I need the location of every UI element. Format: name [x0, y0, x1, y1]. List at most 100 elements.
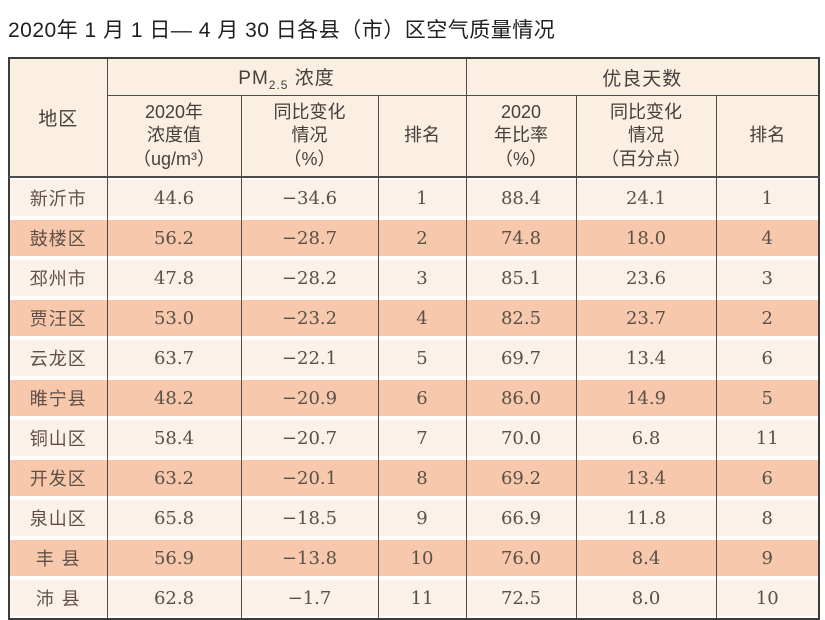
col-header-good-change: 同比变化 情况 （百分点）: [575, 95, 717, 178]
table-row: 鼓楼区 56.2 −28.7 2 74.8 18.0 4: [9, 218, 820, 258]
good-days-rank-cell: 2: [715, 298, 820, 338]
col-group-pm25: PM2.5 浓度: [106, 58, 467, 96]
pm25-value-cell: 53.0: [106, 298, 242, 338]
pm25-rank-cell: 5: [377, 338, 467, 378]
pm25-label-subscript: 2.5: [268, 77, 289, 92]
table-row: 沛 县 62.8 −1.7 11 72.5 8.0 10: [9, 578, 820, 619]
pm25-rank-cell: 7: [377, 418, 467, 458]
col-header-pm25-value: 2020年 浓度值 （ug/m³）: [107, 95, 242, 178]
good-days-ratio-cell: 66.9: [465, 498, 577, 538]
region-cell: 沛 县: [9, 578, 108, 619]
page-title: 2020年 1 月 1 日— 4 月 30 日各县（市）区空气质量情况: [8, 19, 556, 42]
col-header-good-rank: 排名: [715, 95, 820, 178]
table-row: 丰 县 56.9 −13.8 10 76.0 8.4 9: [9, 538, 820, 578]
col-header-pm25-rank: 排名: [377, 95, 467, 178]
good-days-change-cell: 8.0: [575, 578, 717, 619]
region-cell: 邳州市: [9, 258, 108, 298]
good-days-ratio-cell: 69.7: [465, 338, 577, 378]
pm25-rank-cell: 8: [377, 458, 467, 498]
pm25-value-cell: 47.8: [106, 258, 242, 298]
pm25-change-cell: −34.6: [240, 177, 379, 218]
col-header-pm25-change: 同比变化 情况 （%）: [240, 95, 379, 178]
region-cell: 铜山区: [9, 418, 108, 458]
table-row: 开发区 63.2 −20.1 8 69.2 13.4 6: [9, 458, 820, 498]
good-days-ratio-cell: 72.5: [465, 578, 577, 619]
col-header-good-ratio: 2020 年比率 （%）: [465, 95, 577, 178]
good-days-rank-cell: 1: [715, 177, 820, 218]
good-days-change-cell: 23.7: [575, 298, 717, 338]
table-row: 新沂市 44.6 −34.6 1 88.4 24.1 1: [9, 177, 820, 218]
pm25-value-cell: 65.8: [106, 498, 242, 538]
region-cell: 云龙区: [9, 338, 108, 378]
pm25-label-rest: 浓度: [288, 67, 335, 89]
good-days-rank-cell: 4: [715, 218, 820, 258]
table-row: 贾汪区 53.0 −23.2 4 82.5 23.7 2: [9, 298, 820, 338]
region-cell: 开发区: [9, 458, 108, 498]
table-row: 云龙区 63.7 −22.1 5 69.7 13.4 6: [9, 338, 820, 378]
pm25-label-base: PM: [238, 67, 269, 89]
good-days-ratio-cell: 70.0: [465, 418, 577, 458]
table-row: 睢宁县 48.2 −20.9 6 86.0 14.9 5: [9, 378, 820, 418]
table-row: 泉山区 65.8 −18.5 9 66.9 11.8 8: [9, 498, 820, 538]
good-days-rank-cell: 6: [715, 458, 820, 498]
col-group-good-days: 优良天数: [465, 58, 820, 96]
region-cell: 贾汪区: [9, 298, 108, 338]
table-row: 邳州市 47.8 −28.2 3 85.1 23.6 3: [9, 258, 820, 298]
good-days-change-cell: 18.0: [575, 218, 717, 258]
table-row: 铜山区 58.4 −20.7 7 70.0 6.8 11: [9, 418, 820, 458]
pm25-change-cell: −20.9: [240, 378, 379, 418]
good-days-rank-cell: 3: [715, 258, 820, 298]
pm25-rank-cell: 10: [377, 538, 467, 578]
region-cell: 睢宁县: [9, 378, 108, 418]
pm25-change-cell: −20.7: [240, 418, 379, 458]
good-days-change-cell: 6.8: [575, 418, 717, 458]
good-days-change-cell: 24.1: [575, 177, 717, 218]
pm25-value-cell: 48.2: [106, 378, 242, 418]
region-cell: 泉山区: [9, 498, 108, 538]
good-days-ratio-cell: 82.5: [465, 298, 577, 338]
good-days-change-cell: 8.4: [575, 538, 717, 578]
good-days-change-cell: 11.8: [575, 498, 717, 538]
table-header: 地区 PM2.5 浓度 优良天数 2020年 浓度值 （ug/m³） 同比变化 …: [9, 58, 820, 178]
pm25-rank-cell: 11: [377, 578, 467, 619]
table-body: 新沂市 44.6 −34.6 1 88.4 24.1 1 鼓楼区 56.2 −2…: [9, 177, 820, 619]
pm25-change-cell: −20.1: [240, 458, 379, 498]
good-days-ratio-cell: 86.0: [465, 378, 577, 418]
good-days-rank-cell: 9: [715, 538, 820, 578]
pm25-rank-cell: 3: [377, 258, 467, 298]
good-days-ratio-cell: 76.0: [465, 538, 577, 578]
pm25-value-cell: 56.2: [106, 218, 242, 258]
region-cell: 鼓楼区: [9, 218, 108, 258]
good-days-ratio-cell: 85.1: [465, 258, 577, 298]
pm25-change-cell: −22.1: [240, 338, 379, 378]
good-days-rank-cell: 5: [715, 378, 820, 418]
air-quality-table: 地区 PM2.5 浓度 优良天数 2020年 浓度值 （ug/m³） 同比变化 …: [8, 57, 821, 620]
header-sub-row: 2020年 浓度值 （ug/m³） 同比变化 情况 （%） 排名 2020 年比…: [9, 95, 820, 178]
pm25-change-cell: −1.7: [240, 578, 379, 619]
pm25-value-cell: 62.8: [106, 578, 242, 619]
pm25-change-cell: −18.5: [240, 498, 379, 538]
pm25-value-cell: 58.4: [106, 418, 242, 458]
good-days-change-cell: 23.6: [575, 258, 717, 298]
pm25-value-cell: 63.7: [106, 338, 242, 378]
good-days-rank-cell: 10: [715, 578, 820, 619]
good-days-ratio-cell: 88.4: [465, 177, 577, 218]
header-group-row: 地区 PM2.5 浓度 优良天数: [9, 58, 820, 178]
region-cell: 丰 县: [9, 538, 108, 578]
pm25-value-cell: 63.2: [106, 458, 242, 498]
pm25-change-cell: −28.2: [240, 258, 379, 298]
region-cell: 新沂市: [9, 177, 108, 218]
pm25-change-cell: −23.2: [240, 298, 379, 338]
pm25-rank-cell: 1: [377, 177, 467, 218]
pm25-change-cell: −28.7: [240, 218, 379, 258]
good-days-change-cell: 13.4: [575, 338, 717, 378]
good-days-change-cell: 13.4: [575, 458, 717, 498]
col-header-region: 地区: [9, 58, 108, 178]
pm25-rank-cell: 2: [377, 218, 467, 258]
pm25-change-cell: −13.8: [240, 538, 379, 578]
pm25-value-cell: 44.6: [106, 177, 242, 218]
good-days-rank-cell: 8: [715, 498, 820, 538]
good-days-rank-cell: 6: [715, 338, 820, 378]
good-days-change-cell: 14.9: [575, 378, 717, 418]
